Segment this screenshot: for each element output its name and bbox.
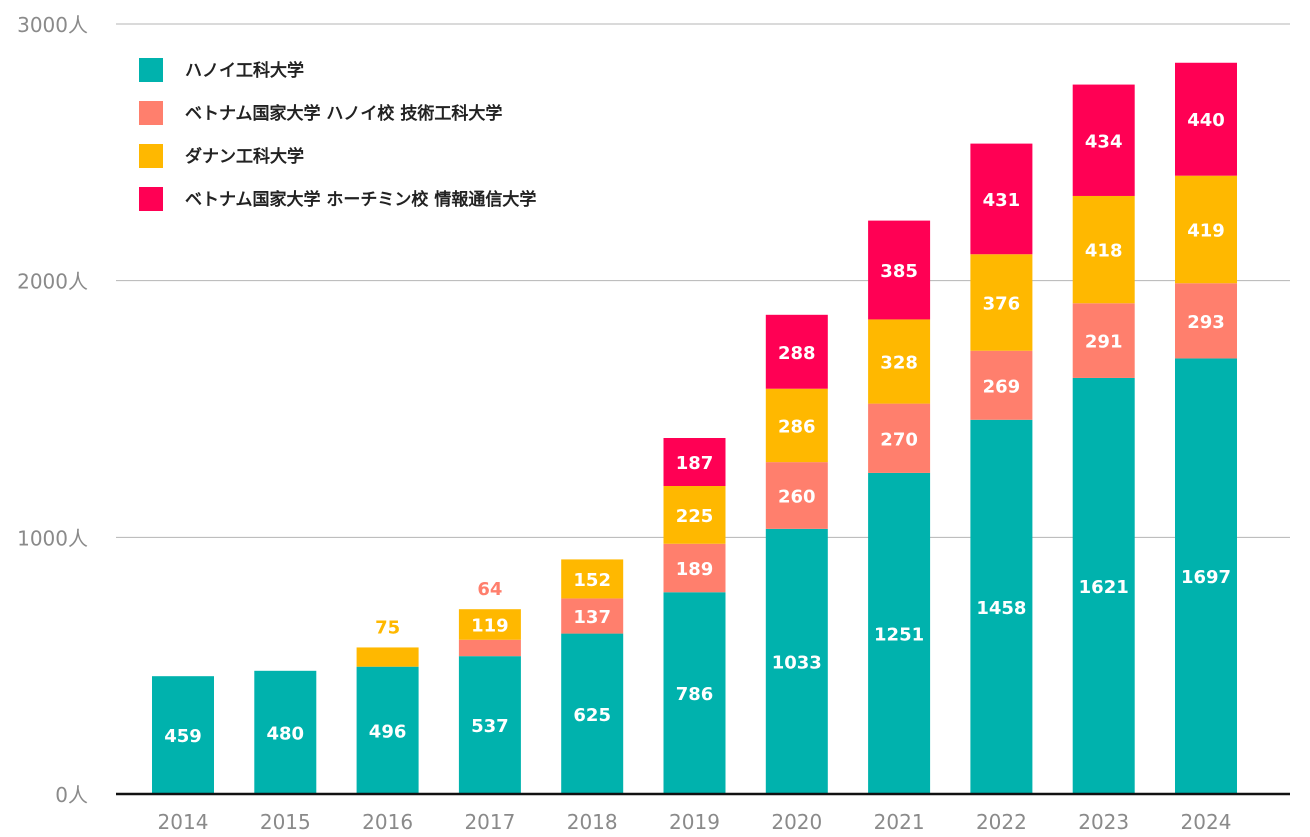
bar-segment [1175, 358, 1237, 794]
data-label: 225 [676, 506, 714, 527]
data-label: 434 [1085, 131, 1123, 152]
legend-swatch [139, 144, 163, 168]
legend-label: ダナン工科大学 [185, 146, 304, 167]
bar-segment [663, 592, 726, 794]
data-label: 625 [573, 705, 611, 726]
data-label: 293 [1187, 312, 1225, 333]
legend-swatch [139, 101, 163, 125]
data-label: 440 [1187, 110, 1225, 131]
data-label: 1697 [1181, 567, 1231, 588]
data-label: 1458 [976, 598, 1026, 619]
data-label: 431 [983, 190, 1021, 211]
data-label: 537 [471, 716, 509, 737]
data-label: 328 [880, 353, 918, 374]
data-label: 376 [983, 293, 1021, 314]
bar-segment [1175, 175, 1237, 284]
x-tick-label: 2021 [874, 810, 925, 834]
bar-segment [561, 559, 624, 599]
data-label: 496 [369, 721, 407, 742]
y-tick-label: 3000人 [17, 13, 88, 37]
data-label: 260 [778, 486, 816, 507]
bar-segment [1072, 84, 1135, 196]
y-tick-label: 0人 [55, 783, 88, 807]
bar-segment [356, 647, 419, 667]
data-label: 1621 [1079, 577, 1129, 598]
legend-swatch [139, 187, 163, 211]
legend-swatch [139, 58, 163, 82]
data-label: 75 [375, 617, 400, 638]
bar-segment [663, 486, 726, 544]
data-label: 286 [778, 416, 816, 437]
bar-segment [458, 656, 521, 794]
bar-segment [1175, 283, 1237, 359]
bar-segment [663, 543, 726, 593]
bar-segment [254, 670, 317, 794]
bar-segment [765, 388, 828, 463]
bar-segment [868, 319, 931, 404]
bar-segment [561, 633, 624, 794]
data-label: 187 [676, 453, 714, 474]
bar-segment [458, 609, 521, 640]
legend-label: ベトナム国家大学 ハノイ校 技術工科大学 [185, 103, 502, 124]
legend-label: ハノイ工科大学 [185, 60, 304, 81]
y-axis: 0人 1000人 2000人 3000人 [17, 13, 88, 807]
legend-label: ベトナム国家大学 ホーチミン校 情報通信大学 [185, 189, 536, 210]
bar-segment [970, 254, 1033, 351]
data-label: 152 [573, 570, 611, 591]
data-label: 64 [477, 579, 502, 600]
data-label: 418 [1085, 241, 1123, 262]
x-tick-label: 2020 [771, 810, 822, 834]
bar-segment [868, 220, 931, 320]
data-label: 385 [880, 261, 918, 282]
x-tick-label: 2014 [158, 810, 209, 834]
x-tick-label: 2023 [1078, 810, 1129, 834]
bars: 459 480 75 496 64 537 119 625 137 152 786 189 225 187… [152, 62, 1237, 794]
bar-segment [868, 403, 931, 473]
bar-segment [970, 419, 1033, 794]
x-tick-label: 2022 [976, 810, 1027, 834]
x-axis: 2014 2015 2016 2017 2018 2019 2020 2021 2022 2023… [116, 792, 1290, 834]
bar-segment [561, 598, 624, 634]
data-label: 288 [778, 343, 816, 364]
y-tick-label: 2000人 [17, 270, 88, 294]
bar-segment [765, 528, 828, 794]
data-label: 459 [164, 726, 202, 747]
y-tick-label: 1000人 [17, 526, 88, 550]
data-label: 419 [1187, 220, 1225, 241]
bar-segment [663, 438, 726, 486]
data-label: 270 [880, 429, 918, 450]
bar-segment [970, 143, 1033, 255]
bar-segment [1175, 62, 1237, 176]
x-tick-label: 2017 [464, 810, 515, 834]
x-tick-label: 2024 [1181, 810, 1232, 834]
data-label: 137 [573, 607, 611, 628]
bar-segment [1072, 195, 1135, 304]
data-label: 291 [1085, 332, 1123, 353]
data-label: 119 [471, 615, 509, 636]
data-label: 480 [267, 723, 305, 744]
bar-segment [152, 676, 214, 794]
bar-segment [868, 472, 931, 794]
bar-segment [1072, 377, 1135, 794]
data-label: 1033 [772, 652, 822, 673]
bar-segment [970, 350, 1033, 420]
data-label: 189 [676, 559, 714, 580]
bar-segment [765, 462, 828, 529]
bar-segment [1072, 303, 1135, 378]
bar-segment [356, 666, 419, 794]
x-tick-label: 2015 [260, 810, 311, 834]
bar-segment [765, 314, 828, 389]
x-tick-label: 2018 [567, 810, 618, 834]
data-label: 269 [983, 376, 1021, 397]
data-label: 786 [676, 684, 714, 705]
data-label: 1251 [874, 624, 924, 645]
x-tick-label: 2019 [669, 810, 720, 834]
bar-segment [458, 639, 521, 657]
x-tick-label: 2016 [362, 810, 413, 834]
